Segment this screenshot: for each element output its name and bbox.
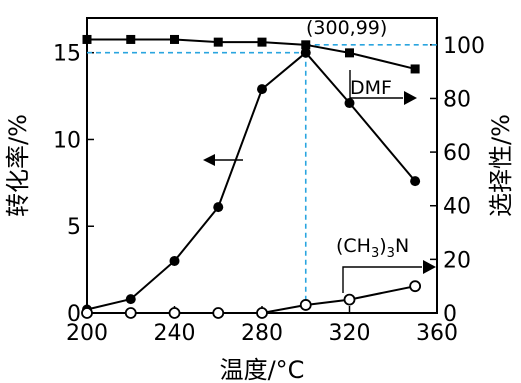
dmf_selectivity-point bbox=[82, 34, 92, 44]
y-right-axis-title: 选择性/% bbox=[487, 114, 515, 217]
y-left-axis-title: 转化率/% bbox=[4, 114, 32, 217]
dmf-pointer-arrowhead bbox=[404, 91, 417, 105]
x-tick-label: 200 bbox=[66, 321, 108, 346]
tma_selectivity-point bbox=[409, 280, 422, 293]
y-right-tick-label: 80 bbox=[443, 87, 471, 112]
y-left-tick-label: 15 bbox=[53, 42, 81, 67]
conversion-point bbox=[125, 294, 136, 305]
reference-guides bbox=[87, 44, 437, 313]
x-axis-title: 温度/°C bbox=[220, 356, 305, 383]
arrows bbox=[203, 70, 436, 293]
axes: 200 240 280 320 360051015020406080100温度/°C转化… bbox=[4, 17, 515, 383]
x-tick-label: 320 bbox=[329, 321, 371, 346]
dmf-pointer-arrow-shaft bbox=[349, 70, 403, 99]
dmf_selectivity-point bbox=[410, 64, 420, 74]
dmf_selectivity-point bbox=[257, 37, 267, 47]
dmf_selectivity-point bbox=[301, 40, 311, 50]
tma-label-part: N bbox=[395, 235, 409, 257]
tma-label-part: ) bbox=[379, 235, 386, 257]
left-axis-pointer-arrowhead bbox=[203, 154, 215, 166]
series-group bbox=[81, 34, 422, 319]
dmf_selectivity-line bbox=[87, 38, 416, 70]
y-left-tick-label: 10 bbox=[53, 128, 81, 153]
conversion-point bbox=[213, 202, 224, 213]
annotations: (300,99) DMF (CH3)3N bbox=[306, 17, 409, 261]
conversion-point bbox=[257, 84, 267, 95]
dmf-label: DMF bbox=[350, 77, 392, 99]
y-left-tick-label: 5 bbox=[67, 215, 81, 240]
conversion-point bbox=[344, 98, 355, 109]
dmf_selectivity-point bbox=[126, 34, 136, 44]
conversion-point bbox=[300, 47, 311, 58]
dmf_selectivity-point bbox=[345, 48, 354, 58]
conversion-line bbox=[86, 51, 416, 311]
tma-label-part: (CH bbox=[336, 235, 371, 257]
y-right-tick-label: 20 bbox=[443, 248, 471, 273]
x-tick-label: 280 bbox=[241, 321, 283, 346]
tma_selectivity-point bbox=[168, 307, 181, 319]
y-right-tick-label: 0 bbox=[443, 302, 457, 327]
y-right-tick-label: 60 bbox=[443, 141, 471, 166]
peak-label: (300,99) bbox=[306, 17, 387, 39]
tma_selectivity-point bbox=[343, 293, 356, 306]
conversion-point bbox=[410, 176, 421, 187]
tma-label-sub: 3 bbox=[371, 246, 379, 261]
y-left-tick-label: 0 bbox=[67, 302, 81, 327]
tma-pointer-arrow-shaft bbox=[342, 266, 422, 293]
dmf_selectivity-point bbox=[170, 34, 179, 44]
dmf_selectivity-point bbox=[213, 37, 223, 47]
y-right-tick-label: 40 bbox=[443, 195, 471, 220]
tma_selectivity-point bbox=[256, 307, 268, 319]
tma_selectivity-point bbox=[124, 307, 137, 319]
tma-label-sub: 3 bbox=[387, 246, 395, 261]
tma_selectivity-point bbox=[299, 299, 312, 311]
tma_selectivity-point bbox=[212, 307, 225, 319]
tma-label: (CH3)3N bbox=[336, 235, 409, 261]
x-tick-label: 360 bbox=[416, 321, 458, 346]
tma-pointer-arrowhead bbox=[423, 260, 436, 274]
x-tick-label: 240 bbox=[154, 321, 196, 346]
tma_selectivity-point bbox=[81, 307, 93, 319]
tma_selectivity-line bbox=[87, 285, 416, 314]
conversion-point bbox=[169, 255, 180, 266]
y-right-tick-label: 100 bbox=[443, 34, 485, 59]
